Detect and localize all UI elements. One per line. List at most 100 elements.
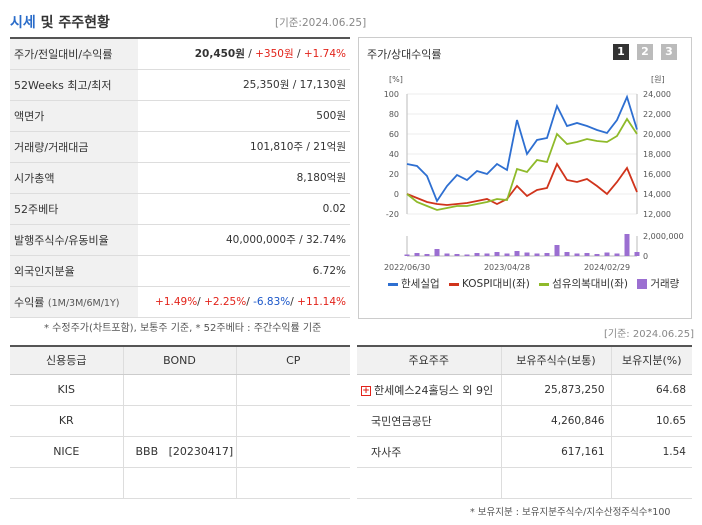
volume-bar (544, 253, 550, 256)
bond-rating (122, 374, 236, 406)
return-3m: +2.25% (204, 295, 247, 308)
volume-bar (594, 254, 600, 256)
volume-bar (504, 253, 510, 256)
row-label: 거래량/거래대금 (10, 131, 138, 163)
shareholder-name: 자사주 (357, 436, 501, 468)
chart-panel: 주가/상대수익률 1 2 3 [%] [원] -20 0 20 40 60 80 100 12,0… (358, 37, 692, 319)
return-6m: -6.83% (253, 295, 291, 308)
volume-bar (434, 249, 440, 256)
right-tick-label: 20,000 (643, 130, 671, 139)
price-change-rate: +1.74% (303, 48, 346, 61)
table-row: 액면가 500원 (10, 100, 350, 132)
shareholder-name-text: 한세예스24홀딩스 외 9인 (374, 383, 494, 397)
returns-periods: (1M/3M/6M/1Y) (47, 297, 120, 309)
price-change: +350원 (255, 48, 294, 61)
right-tick-label: 18,000 (643, 150, 671, 159)
current-price: 20,450원 (194, 48, 245, 61)
left-tick-label: 40 (389, 150, 399, 159)
table-row: 52Weeks 최고/최저 25,350원 / 17,130원 (10, 69, 350, 101)
volume-bar (474, 253, 480, 256)
row-label: 외국인지분율 (10, 255, 138, 287)
returns-values: +1.49%/ +2.25%/ -6.83%/ +11.14% (138, 286, 350, 318)
volume-bar (524, 252, 530, 256)
legend-swatch (539, 282, 550, 286)
column-header: 주요주주 (357, 346, 501, 375)
ownership-pct: 1.54 (610, 436, 692, 468)
left-axis-unit: [%] (389, 75, 403, 84)
volume-bar (574, 253, 580, 256)
shares-held: 4,260,846 (500, 405, 611, 437)
volume-bar (604, 252, 610, 256)
credit-rating-table: 신용등급 BOND CP KIS KR NICE BBB [20230417] (10, 345, 350, 499)
bond-rating (122, 405, 236, 437)
series-line (406, 117, 638, 211)
right-axis-unit: [원] (651, 75, 665, 84)
legend-item-volume: 거래량 (637, 276, 679, 291)
volume-bar (534, 253, 540, 256)
left-tick-label: 100 (384, 90, 399, 99)
volume-bar (484, 253, 490, 256)
title-main: 시세 (10, 15, 36, 31)
row-label: 52Weeks 최고/최저 (10, 69, 138, 101)
expand-icon[interactable]: + (361, 385, 371, 396)
right-tick-label: 24,000 (643, 90, 671, 99)
bond-rating: BBB [20230417] (122, 436, 236, 468)
series-line (406, 94, 638, 203)
agency: KR (10, 405, 123, 437)
volume-bar (404, 254, 410, 256)
series-line (406, 162, 638, 206)
column-header: 신용등급 (10, 346, 123, 375)
volume-bar (454, 254, 460, 256)
table-row: KR (10, 405, 350, 437)
table-row: 발행주식수/유동비율 40,000,000주 / 32.74% (10, 224, 350, 256)
volume-tick-label: 2,000,000 (643, 232, 684, 241)
ownership-pct: 64.68 (610, 374, 692, 406)
volume-bar (444, 253, 450, 256)
table-row: 52주베타 0.02 (10, 193, 350, 225)
x-tick-label: 2022/06/30 (384, 263, 430, 272)
section-title: 시세 및 주주현황 (10, 12, 110, 32)
cp-rating (235, 374, 350, 406)
volume-bar (514, 251, 520, 256)
table-row: 시가총액 8,180억원 (10, 162, 350, 194)
row-label: 주가/전일대비/수익률 (10, 38, 138, 70)
left-tick-label: 60 (389, 130, 399, 139)
legend-label: 섬유의복대비(좌) (552, 278, 628, 290)
shareholder-name: 국민연금공단 (357, 405, 501, 437)
section-header: 시세 및 주주현황 [기준:2024.06.25] (10, 10, 366, 34)
row-value: 500원 (138, 100, 350, 132)
left-tick-label: 80 (389, 110, 399, 119)
left-tick-label: 0 (394, 190, 399, 199)
left-tick-label: 20 (389, 170, 399, 179)
shareholder-footnote: * 보유지분 : 보유지분주식수/지수산정주식수*100 (470, 507, 671, 518)
table-header-row: 주요주주 보유주식수(보통) 보유지분(%) (357, 346, 692, 375)
table-row: 수익률 (1M/3M/6M/1Y) +1.49%/ +2.25%/ -6.83%… (10, 286, 350, 318)
legend-swatch (637, 279, 648, 289)
x-tick-label: 2023/04/28 (484, 263, 530, 272)
chart-page-1-button[interactable]: 1 (613, 44, 629, 60)
table-row: NICE BBB [20230417] (10, 436, 350, 468)
return-1y: +11.14% (297, 295, 346, 308)
return-1m: +1.49% (155, 295, 198, 308)
legend-item-textile: 섬유의복대비(좌) (539, 276, 628, 291)
volume-bar (564, 252, 570, 256)
price-chart: [%] [원] -20 0 20 40 60 80 100 12,000 14,000 16,000 1… (384, 75, 684, 272)
legend-swatch (388, 282, 398, 286)
volume-bar (614, 253, 620, 256)
chart-page-2-button[interactable]: 2 (637, 44, 653, 60)
right-tick-label: 14,000 (643, 190, 671, 199)
table-row: 주가/전일대비/수익률 20,450원 / +350원 / +1.74% (10, 38, 350, 70)
chart-page-3-button[interactable]: 3 (661, 44, 677, 60)
cp-rating (235, 467, 350, 499)
returns-label-text: 수익률 (14, 295, 45, 309)
legend-item-kospi: KOSPI대비(좌) (448, 276, 530, 291)
row-value: 8,180억원 (138, 162, 350, 194)
ownership-pct (610, 467, 692, 499)
cp-rating (235, 405, 350, 437)
row-label: 발행주식수/유동비율 (10, 224, 138, 256)
major-shareholders-table: 주요주주 보유주식수(보통) 보유지분(%) + 한세예스24홀딩스 외 9인 2… (357, 345, 692, 499)
volume-bar (624, 234, 630, 256)
table-header-row: 신용등급 BOND CP (10, 346, 350, 375)
legend-label: 거래량 (650, 278, 680, 290)
shareholder-name (357, 467, 501, 499)
